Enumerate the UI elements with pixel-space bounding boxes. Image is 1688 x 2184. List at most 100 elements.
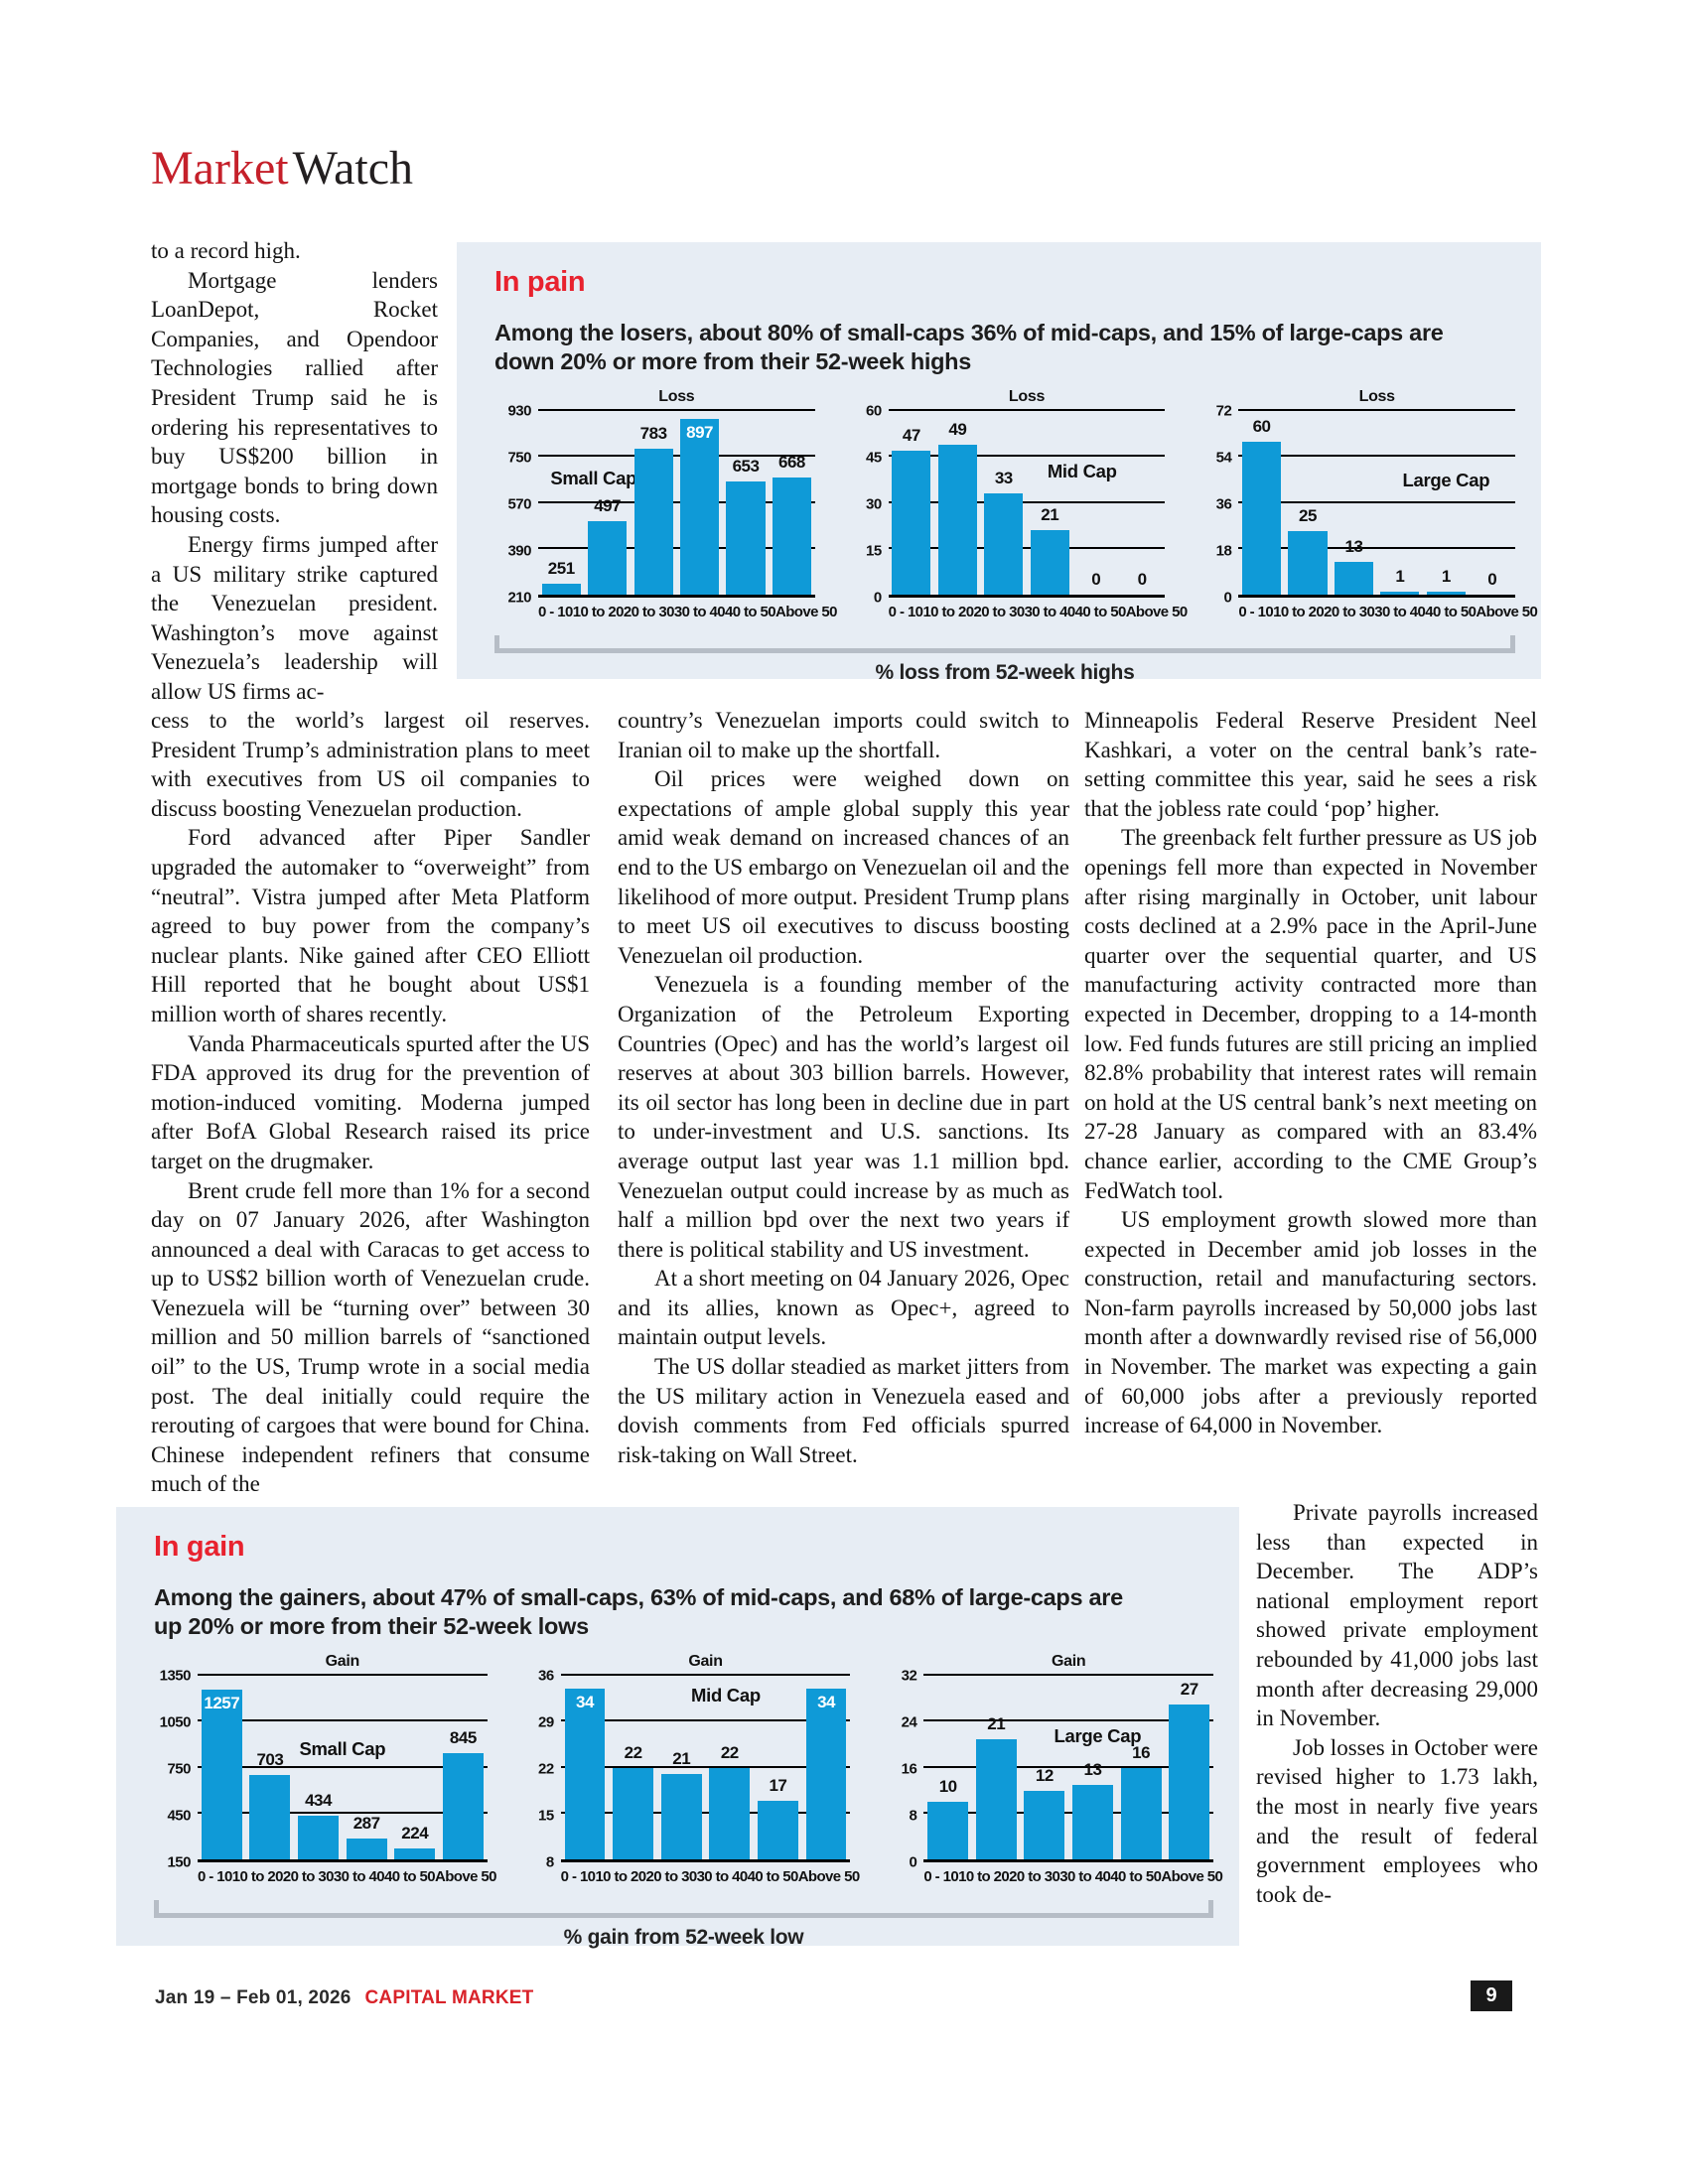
x-tick-label: 20 to 30 xyxy=(645,1868,698,1885)
series-label: Mid Cap xyxy=(691,1685,761,1706)
x-axis-labels: 0 - 10 10 to 20 20 to 30 30 to 40 40 to 50 Ab… xyxy=(1195,604,1538,620)
bar-slot: 1 xyxy=(1377,411,1423,595)
x-tick-label: Above 50 xyxy=(797,1868,861,1885)
bar xyxy=(892,451,931,595)
chart-body: 0 18 36 54 72 Large Cap 60 25 13 1 1 0 xyxy=(1195,403,1516,607)
in-gain-chart-box: In gain Among the gainers, about 47% of … xyxy=(116,1507,1239,1949)
bar-slot: 17 xyxy=(754,1676,802,1859)
chart-axis-title: Loss xyxy=(658,388,695,405)
y-tick-label: 930 xyxy=(507,402,531,420)
bar-slot: 653 xyxy=(723,411,769,595)
series-label: Small Cap xyxy=(550,468,637,489)
bar xyxy=(709,1767,751,1859)
bar-value-label: 47 xyxy=(902,426,920,446)
x-tick-label: 10 to 20 xyxy=(958,1868,1010,1885)
x-tick-label: 10 to 20 xyxy=(231,1868,284,1885)
bar xyxy=(757,1800,798,1859)
bar xyxy=(588,521,628,595)
bar xyxy=(984,493,1024,595)
x-tick-label: 0 - 10 xyxy=(198,1868,232,1885)
gridline xyxy=(560,1765,851,1768)
y-tick-label: 24 xyxy=(901,1713,917,1731)
bar-slot: 13 xyxy=(1068,1676,1117,1859)
y-tick-label: 1050 xyxy=(159,1713,192,1731)
bar-value-label: 27 xyxy=(1180,1679,1198,1699)
bar xyxy=(1120,1767,1162,1859)
y-tick-label: 0 xyxy=(873,589,882,607)
y-tick-label: 18 xyxy=(1215,542,1232,560)
bar-slot: 21 xyxy=(1027,411,1072,595)
bar-slot: 0 xyxy=(1072,411,1118,595)
bar xyxy=(346,1838,387,1859)
bar-chart-large-cap-loss: Loss 0 18 36 54 72 Large Cap 60 25 13 1 1 0 0 - 10 10 … xyxy=(1195,388,1538,620)
bar-value-label: 13 xyxy=(1083,1759,1102,1779)
y-axis: 0 8 16 24 32 xyxy=(880,1668,923,1871)
y-tick-label: 30 xyxy=(865,495,882,513)
x-tick-label: 20 to 30 xyxy=(282,1868,335,1885)
column-right: Minneapolis Federal Reserve President Ne… xyxy=(1084,706,1537,1440)
bar xyxy=(1288,530,1328,595)
x-tick-label: 30 to 40 xyxy=(696,1868,749,1885)
bar-slot: 10 xyxy=(923,1676,972,1859)
x-tick-label: Above 50 xyxy=(1125,604,1189,620)
bar-slot: 49 xyxy=(934,411,980,595)
bar-value-label: 653 xyxy=(732,457,760,477)
x-tick-label: 20 to 30 xyxy=(1324,604,1375,620)
y-tick-label: 15 xyxy=(865,542,882,560)
gridline xyxy=(198,1765,488,1768)
paragraph: Job losses in October were revised highe… xyxy=(1256,1734,1538,1907)
charts-row: Loss 210 390 570 750 930 Small Cap 251 497 783 897… xyxy=(494,388,1538,620)
y-tick-label: 54 xyxy=(1215,449,1232,467)
bar xyxy=(937,444,977,595)
chart-box-title: In gain xyxy=(154,1531,245,1563)
gridline xyxy=(888,409,1166,411)
bar-slot: 34 xyxy=(802,1676,851,1859)
x-tick-label: Above 50 xyxy=(775,604,838,620)
bar-value-label: 0 xyxy=(1487,570,1497,589)
x-tick-label: 30 to 40 xyxy=(1059,1868,1111,1885)
bar-slot: 783 xyxy=(631,411,676,595)
y-tick-label: 450 xyxy=(167,1807,191,1825)
y-tick-label: 210 xyxy=(507,589,531,607)
bar-value-label: 251 xyxy=(547,559,575,579)
bar-slot: 25 xyxy=(1285,411,1331,595)
bar-slot: 22 xyxy=(706,1676,755,1859)
bar xyxy=(660,1774,702,1859)
gridline xyxy=(538,455,815,458)
bar-slot: 1257 xyxy=(198,1676,246,1859)
bar-value-label: 0 xyxy=(1137,570,1147,589)
bar xyxy=(927,1802,969,1859)
footer-magazine-name: CAPITAL MARKET xyxy=(364,1987,534,2008)
series-label: Mid Cap xyxy=(1047,461,1117,482)
x-tick-label: 40 to 50 xyxy=(1074,604,1127,620)
plot-area: Small Cap 1257 703 434 287 224 845 xyxy=(198,1674,488,1862)
x-tick-label: 30 to 40 xyxy=(1374,604,1426,620)
bar-slot: 34 xyxy=(561,1676,610,1859)
chart-body: 150 450 750 1050 1350 Small Cap 1257 703 434 287 2… xyxy=(154,1668,488,1871)
chart-box-subtitle: Among the gainers, about 47% of small-ca… xyxy=(154,1584,1123,1639)
gridline xyxy=(888,455,1166,458)
gridline xyxy=(1238,500,1516,503)
axis-caption: % gain from 52-week low xyxy=(563,1926,804,1949)
y-tick-label: 0 xyxy=(909,1853,917,1871)
bar-value-label: 21 xyxy=(1041,505,1059,525)
gridline xyxy=(923,1765,1214,1768)
plot-area: Mid Cap 47 49 33 21 0 0 xyxy=(888,409,1166,598)
chart-axis-title: Gain xyxy=(1051,1653,1086,1670)
gridline xyxy=(560,1811,851,1814)
y-tick-label: 72 xyxy=(1215,402,1232,420)
axis-bracket xyxy=(494,635,1515,653)
bar xyxy=(805,1689,847,1859)
bar-value-label: 22 xyxy=(720,1742,739,1762)
bar-slot: 16 xyxy=(1117,1676,1166,1859)
chart-axis-title: Gain xyxy=(325,1653,360,1670)
bar xyxy=(249,1774,291,1859)
x-tick-label: Above 50 xyxy=(1161,1868,1223,1885)
bar-slot: 497 xyxy=(584,411,630,595)
x-tick-label: 10 to 20 xyxy=(572,604,625,620)
x-tick-label: 0 - 10 xyxy=(560,1868,596,1885)
masthead-market: Market xyxy=(151,142,289,195)
bar-chart-mid-cap-gain: Gain 8 15 22 29 36 Mid Cap 34 22 21 22 17 34 0 - 10 10… xyxy=(517,1653,860,1885)
chart-box-subtitle: Among the losers, about 80% of small-cap… xyxy=(494,320,1444,374)
bar-slot: 668 xyxy=(769,411,814,595)
